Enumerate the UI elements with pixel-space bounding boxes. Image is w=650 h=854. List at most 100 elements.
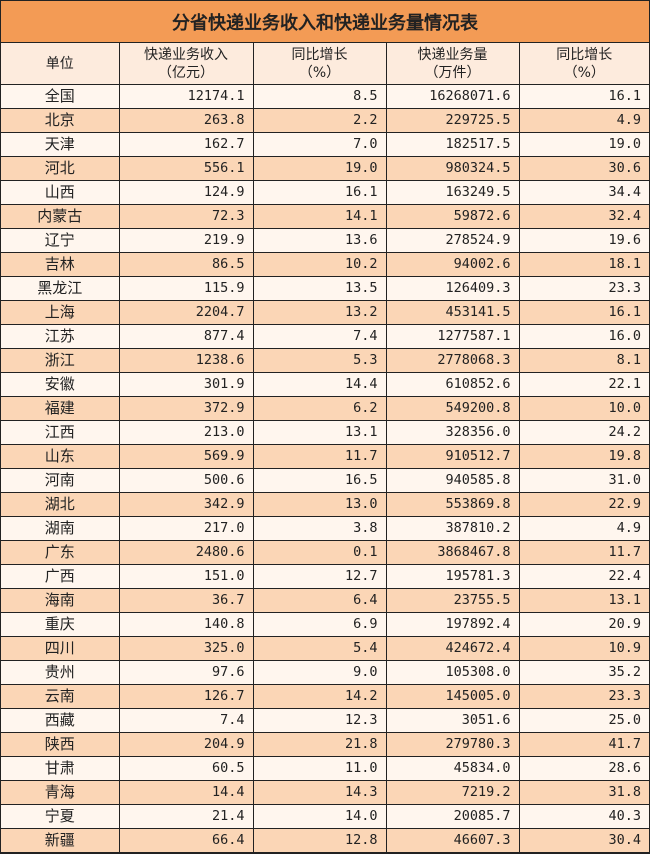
header-unit-line: （%） (563, 64, 605, 81)
revenue-growth-cell: 13.6 (252, 228, 387, 253)
revenue-cell: 556.1 (118, 156, 254, 181)
revenue-growth-cell: 6.9 (252, 612, 387, 637)
revenue-cell: 36.7 (118, 588, 254, 613)
volume-cell: 279780.3 (385, 732, 520, 757)
volume-cell: 105308.0 (385, 660, 520, 685)
table-row: 湖北 342.9 13.0 553869.8 22.9 (1, 492, 649, 517)
table-row: 广西 151.0 12.7 195781.3 22.4 (1, 564, 649, 589)
region-cell: 青海 (1, 780, 120, 805)
table-row: 辽宁 219.9 13.6 278524.9 19.6 (1, 228, 649, 253)
header-line: 同比增长 (556, 46, 613, 63)
header-unit: 单位 (1, 43, 120, 85)
volume-growth-cell: 4.9 (518, 108, 649, 133)
volume-cell: 16268071.6 (385, 84, 520, 109)
revenue-growth-cell: 5.3 (252, 348, 387, 373)
volume-cell: 59872.6 (385, 204, 520, 229)
revenue-growth-cell: 7.4 (252, 324, 387, 349)
region-cell: 广西 (1, 564, 120, 589)
revenue-cell: 877.4 (118, 324, 254, 349)
volume-growth-cell: 22.9 (518, 492, 649, 517)
revenue-growth-cell: 2.2 (252, 108, 387, 133)
volume-growth-cell: 34.4 (518, 180, 649, 205)
volume-cell: 1277587.1 (385, 324, 520, 349)
table-row: 湖南 217.0 3.8 387810.2 4.9 (1, 516, 649, 541)
header-line: 单位 (45, 55, 74, 72)
table-row: 宁夏 21.4 14.0 20085.7 40.3 (1, 804, 649, 829)
volume-cell: 3051.6 (385, 708, 520, 733)
volume-cell: 163249.5 (385, 180, 520, 205)
revenue-cell: 86.5 (118, 252, 254, 277)
region-cell: 山东 (1, 444, 120, 469)
volume-cell: 549200.8 (385, 396, 520, 421)
region-cell: 辽宁 (1, 228, 120, 253)
region-cell: 江西 (1, 420, 120, 445)
revenue-growth-cell: 14.2 (252, 684, 387, 709)
volume-growth-cell: 4.9 (518, 516, 649, 541)
revenue-cell: 115.9 (118, 276, 254, 301)
revenue-growth-cell: 14.0 (252, 804, 387, 829)
table-row: 福建 372.9 6.2 549200.8 10.0 (1, 396, 649, 421)
volume-growth-cell: 41.7 (518, 732, 649, 757)
revenue-growth-cell: 9.0 (252, 660, 387, 685)
volume-growth-cell: 18.1 (518, 252, 649, 277)
revenue-cell: 569.9 (118, 444, 254, 469)
volume-growth-cell: 32.4 (518, 204, 649, 229)
revenue-growth-cell: 11.0 (252, 756, 387, 781)
region-cell: 天津 (1, 132, 120, 157)
volume-cell: 46607.3 (385, 828, 520, 853)
region-cell: 黑龙江 (1, 276, 120, 301)
revenue-cell: 21.4 (118, 804, 254, 829)
table-row: 安徽 301.9 14.4 610852.6 22.1 (1, 372, 649, 397)
volume-growth-cell: 10.0 (518, 396, 649, 421)
revenue-cell: 72.3 (118, 204, 254, 229)
revenue-cell: 301.9 (118, 372, 254, 397)
region-cell: 山西 (1, 180, 120, 205)
revenue-growth-cell: 16.1 (252, 180, 387, 205)
region-cell: 全国 (1, 84, 120, 109)
region-cell: 湖北 (1, 492, 120, 517)
volume-cell: 2778068.3 (385, 348, 520, 373)
revenue-cell: 219.9 (118, 228, 254, 253)
region-cell: 内蒙古 (1, 204, 120, 229)
volume-growth-cell: 20.9 (518, 612, 649, 637)
region-cell: 湖南 (1, 516, 120, 541)
revenue-cell: 263.8 (118, 108, 254, 133)
revenue-cell: 140.8 (118, 612, 254, 637)
table-row: 山东 569.9 11.7 910512.7 19.8 (1, 444, 649, 469)
volume-growth-cell: 23.3 (518, 684, 649, 709)
table-row: 江西 213.0 13.1 328356.0 24.2 (1, 420, 649, 445)
revenue-growth-cell: 5.4 (252, 636, 387, 661)
header-unit-line: （亿元） (158, 64, 214, 81)
revenue-cell: 2204.7 (118, 300, 254, 325)
table-row: 海南 36.7 6.4 23755.5 13.1 (1, 588, 649, 613)
volume-growth-cell: 16.1 (518, 300, 649, 325)
region-cell: 重庆 (1, 612, 120, 637)
volume-growth-cell: 19.8 (518, 444, 649, 469)
volume-growth-cell: 40.3 (518, 804, 649, 829)
volume-cell: 328356.0 (385, 420, 520, 445)
revenue-growth-cell: 12.8 (252, 828, 387, 853)
revenue-growth-cell: 14.3 (252, 780, 387, 805)
table-row: 上海 2204.7 13.2 453141.5 16.1 (1, 300, 649, 325)
region-cell: 贵州 (1, 660, 120, 685)
volume-cell: 195781.3 (385, 564, 520, 589)
revenue-cell: 2480.6 (118, 540, 254, 565)
table-row: 陕西 204.9 21.8 279780.3 41.7 (1, 732, 649, 757)
revenue-cell: 14.4 (118, 780, 254, 805)
revenue-cell: 162.7 (118, 132, 254, 157)
volume-cell: 940585.8 (385, 468, 520, 493)
volume-cell: 610852.6 (385, 372, 520, 397)
region-cell: 河南 (1, 468, 120, 493)
table-row: 内蒙古 72.3 14.1 59872.6 32.4 (1, 204, 649, 229)
table-row: 浙江 1238.6 5.3 2778068.3 8.1 (1, 348, 649, 373)
revenue-growth-cell: 13.1 (252, 420, 387, 445)
region-cell: 江苏 (1, 324, 120, 349)
table-row: 四川 325.0 5.4 424672.4 10.9 (1, 636, 649, 661)
revenue-growth-cell: 21.8 (252, 732, 387, 757)
volume-growth-cell: 25.0 (518, 708, 649, 733)
table-row: 天津 162.7 7.0 182517.5 19.0 (1, 132, 649, 157)
revenue-cell: 126.7 (118, 684, 254, 709)
revenue-cell: 325.0 (118, 636, 254, 661)
volume-growth-cell: 35.2 (518, 660, 649, 685)
revenue-cell: 12174.1 (118, 84, 254, 109)
